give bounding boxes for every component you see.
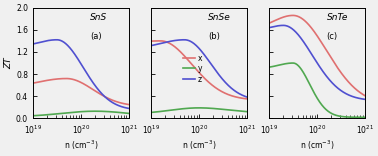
Y-axis label: ZT: ZT (4, 57, 13, 69)
X-axis label: n (cm$^{-3}$): n (cm$^{-3}$) (182, 138, 216, 152)
X-axis label: n (cm$^{-3}$): n (cm$^{-3}$) (64, 138, 98, 152)
Text: SnSe: SnSe (208, 13, 231, 22)
X-axis label: n (cm$^{-3}$): n (cm$^{-3}$) (300, 138, 334, 152)
Text: SnS: SnS (90, 13, 108, 22)
Text: (b): (b) (208, 32, 220, 41)
Text: SnTe: SnTe (327, 13, 348, 22)
Text: (a): (a) (90, 32, 102, 41)
Legend: x, y, z: x, y, z (181, 52, 204, 85)
Text: (c): (c) (327, 32, 338, 41)
